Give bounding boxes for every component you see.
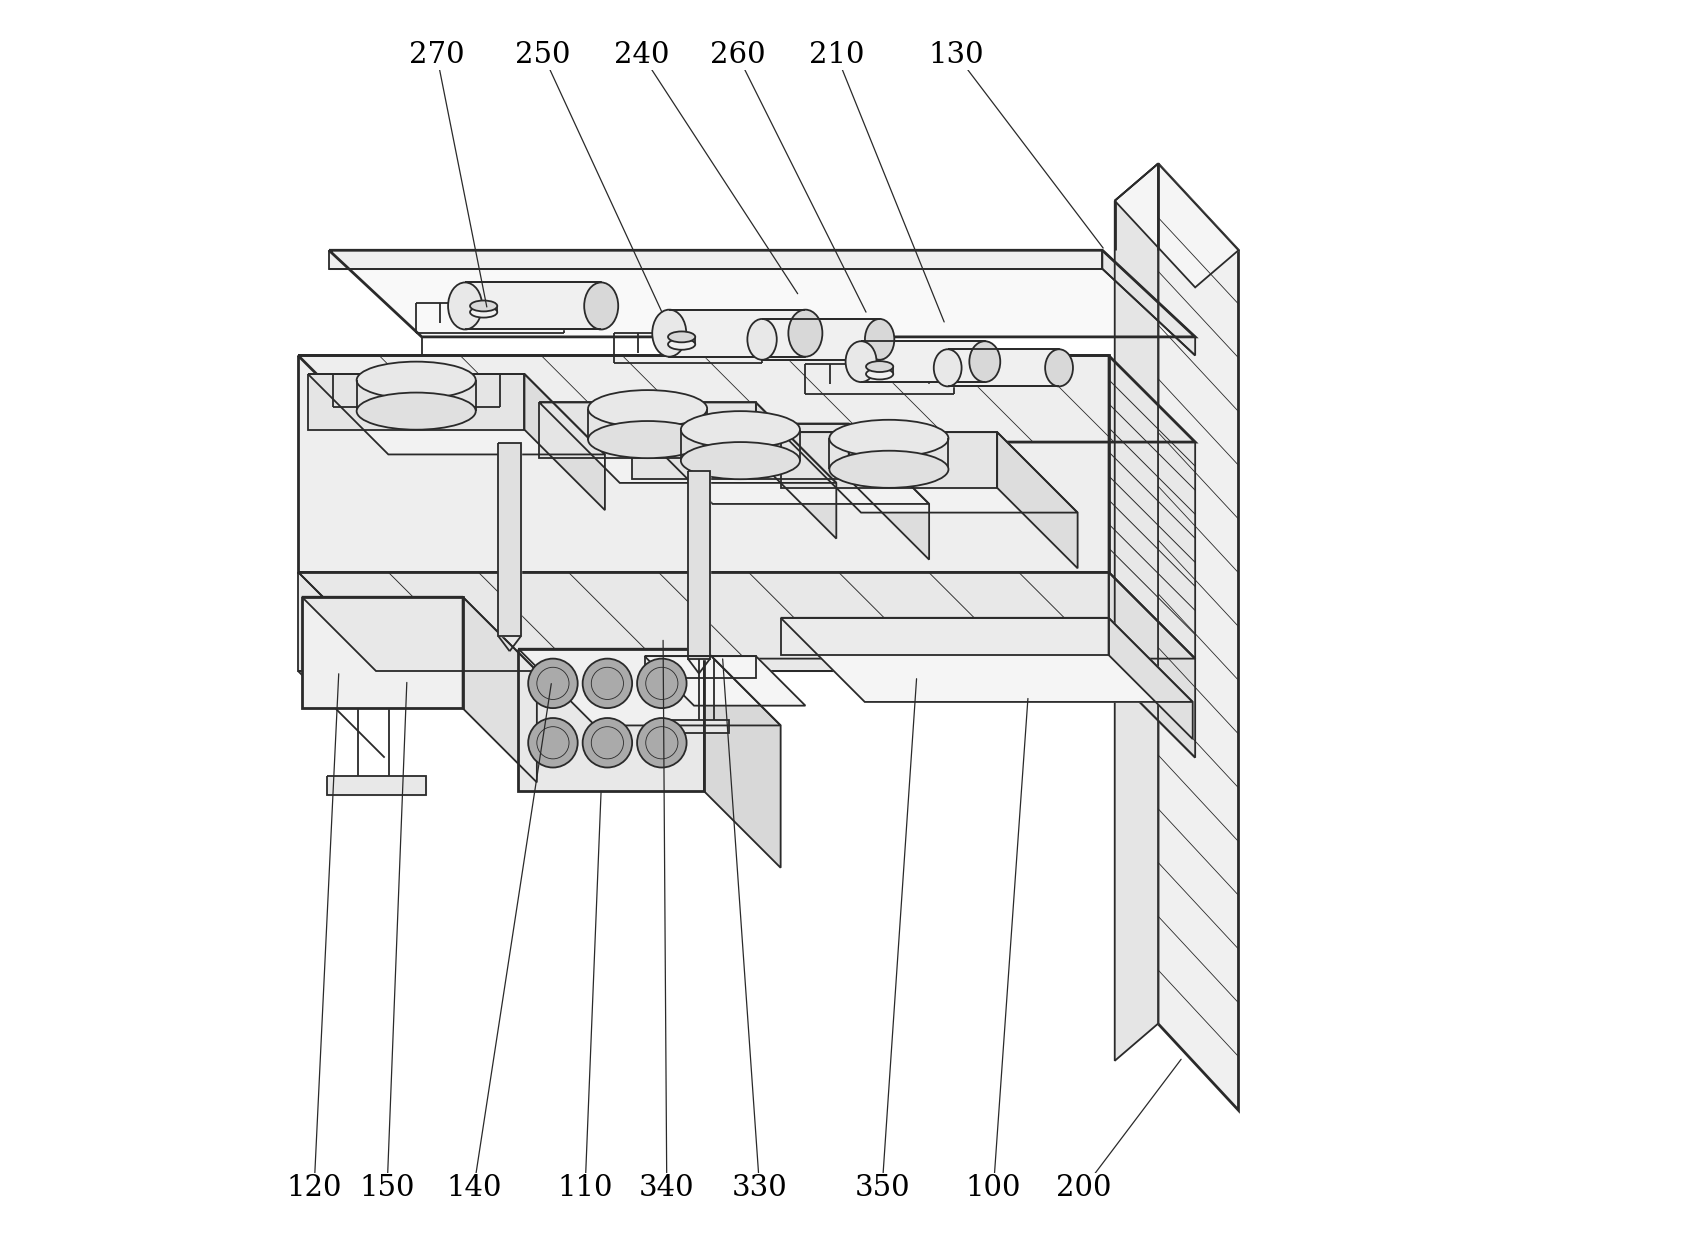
Polygon shape (998, 433, 1078, 568)
Ellipse shape (864, 319, 895, 359)
Ellipse shape (829, 451, 949, 487)
Ellipse shape (583, 718, 632, 767)
Polygon shape (298, 355, 1195, 443)
Polygon shape (762, 319, 880, 359)
Polygon shape (849, 424, 928, 559)
Ellipse shape (583, 659, 632, 709)
Polygon shape (308, 374, 524, 430)
Ellipse shape (846, 342, 876, 382)
Ellipse shape (357, 393, 475, 430)
Ellipse shape (585, 282, 618, 329)
Ellipse shape (470, 301, 497, 312)
Polygon shape (644, 656, 805, 706)
Polygon shape (780, 618, 1109, 655)
Polygon shape (302, 597, 463, 709)
Polygon shape (687, 471, 709, 659)
Polygon shape (519, 649, 780, 726)
Text: 330: 330 (731, 1175, 787, 1202)
Polygon shape (302, 597, 538, 671)
Polygon shape (632, 424, 849, 480)
Ellipse shape (470, 307, 497, 317)
Polygon shape (632, 424, 928, 503)
Polygon shape (298, 572, 1195, 659)
Polygon shape (704, 649, 780, 868)
Polygon shape (327, 776, 426, 794)
Polygon shape (1115, 164, 1158, 1060)
Polygon shape (463, 597, 538, 782)
Ellipse shape (588, 390, 708, 428)
Ellipse shape (448, 282, 482, 329)
Polygon shape (1109, 572, 1195, 758)
Text: 200: 200 (1056, 1175, 1112, 1202)
Ellipse shape (652, 310, 686, 357)
Text: 350: 350 (854, 1175, 910, 1202)
Ellipse shape (789, 310, 822, 357)
Polygon shape (329, 250, 1195, 337)
Text: 110: 110 (558, 1175, 613, 1202)
Text: 120: 120 (286, 1175, 342, 1202)
Polygon shape (298, 572, 1109, 671)
Text: 340: 340 (639, 1175, 694, 1202)
Ellipse shape (637, 659, 686, 709)
Ellipse shape (527, 659, 578, 709)
Polygon shape (1109, 355, 1195, 659)
Polygon shape (667, 337, 696, 344)
Ellipse shape (667, 332, 696, 342)
Polygon shape (757, 403, 836, 538)
Polygon shape (298, 355, 1109, 572)
Polygon shape (1109, 618, 1193, 740)
Polygon shape (524, 374, 605, 510)
Polygon shape (329, 250, 1102, 268)
Polygon shape (669, 721, 728, 733)
Ellipse shape (1045, 349, 1073, 387)
Text: 250: 250 (516, 41, 571, 68)
Polygon shape (669, 310, 805, 357)
Polygon shape (644, 656, 757, 679)
Ellipse shape (829, 420, 949, 457)
Polygon shape (519, 649, 704, 791)
Text: 100: 100 (966, 1175, 1021, 1202)
Polygon shape (780, 433, 1078, 512)
Ellipse shape (637, 718, 686, 767)
Text: 140: 140 (447, 1175, 502, 1202)
Polygon shape (1115, 164, 1238, 287)
Polygon shape (780, 433, 998, 487)
Polygon shape (308, 374, 605, 455)
Polygon shape (539, 403, 836, 484)
Text: 240: 240 (615, 41, 669, 68)
Text: 130: 130 (928, 41, 984, 68)
Text: 260: 260 (709, 41, 765, 68)
Ellipse shape (933, 349, 962, 387)
Text: 270: 270 (409, 41, 465, 68)
Polygon shape (539, 403, 757, 459)
Polygon shape (499, 444, 521, 636)
Ellipse shape (588, 421, 708, 459)
Ellipse shape (866, 369, 893, 379)
Text: 150: 150 (359, 1175, 415, 1202)
Ellipse shape (969, 342, 1001, 382)
Ellipse shape (866, 362, 893, 372)
Ellipse shape (748, 319, 777, 359)
Ellipse shape (527, 718, 578, 767)
Polygon shape (470, 306, 497, 312)
Polygon shape (780, 618, 1193, 702)
Ellipse shape (681, 411, 800, 449)
Polygon shape (1102, 250, 1195, 355)
Ellipse shape (357, 362, 475, 399)
Polygon shape (866, 367, 893, 374)
Polygon shape (861, 342, 984, 382)
Polygon shape (947, 349, 1060, 387)
Polygon shape (465, 282, 602, 329)
Polygon shape (1158, 164, 1238, 1110)
Ellipse shape (667, 339, 696, 349)
Text: 210: 210 (809, 41, 864, 68)
Ellipse shape (681, 443, 800, 480)
